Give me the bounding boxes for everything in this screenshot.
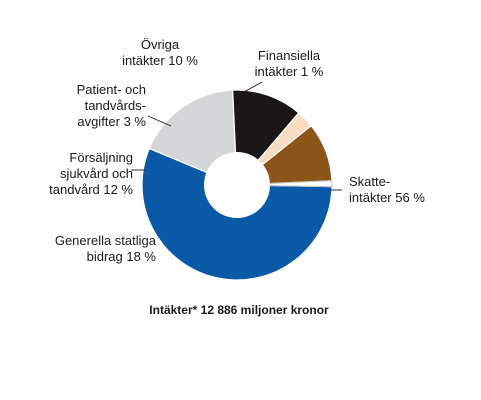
label-line: bidrag 18 % [87, 249, 157, 264]
slice-labels: Skatte-intäkter 56 % Generella statliga bi… [49, 37, 425, 264]
label-ovriga: Övriga intäkter 10 % [122, 37, 198, 68]
label-line: tandvård 12 % [49, 182, 133, 197]
label-line: sjukvård och [60, 166, 133, 181]
label-line: Skatte- [349, 174, 390, 189]
label-line: Övriga [141, 37, 180, 52]
label-statsbidrag: Generella statliga bidrag 18 % [55, 233, 157, 264]
label-line: tandvårds- [85, 98, 146, 113]
label-finansiella: Finansiella intäkter 1 % [255, 48, 324, 79]
donut-hole [204, 152, 270, 218]
leader-line-finansiella [234, 81, 263, 98]
label-forsaljning: Försäljning sjukvård och tandvård 12 % [49, 150, 133, 197]
label-patient: Patient- och tandvårds-avgifter 3 % [77, 82, 147, 129]
label-line: intäkter 56 % [349, 190, 425, 205]
label-line: avgifter 3 % [77, 114, 146, 129]
label-line: intäkter 10 % [122, 53, 198, 68]
label-line: Finansiella [258, 48, 321, 63]
chart-caption: Intäkter* 12 886 miljoner kronor [149, 303, 329, 317]
label-line: Försäljning [69, 150, 133, 165]
leader-lines [131, 81, 342, 191]
leader-line-patient [147, 115, 172, 127]
label-line: Patient- och [77, 82, 146, 97]
label-skatt: Skatte-intäkter 56 % [349, 174, 425, 205]
label-line: Generella statliga [55, 233, 157, 248]
label-line: intäkter 1 % [255, 64, 324, 79]
